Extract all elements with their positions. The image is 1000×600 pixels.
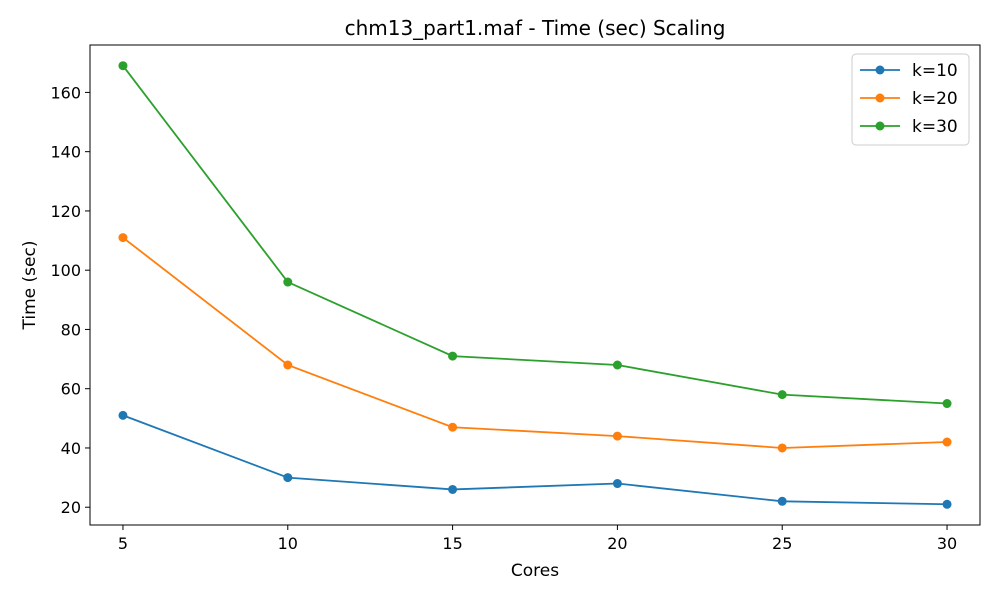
- y-tick-label: 100: [50, 261, 81, 280]
- y-tick-label: 60: [61, 380, 81, 399]
- series-lines: [118, 61, 952, 509]
- y-tick-label: 160: [50, 83, 81, 102]
- data-point: [777, 443, 787, 453]
- legend: k=10 k=20 k=30: [851, 53, 970, 146]
- chart-title: chm13_part1.maf - Time (sec) Scaling: [345, 16, 726, 40]
- legend-entry: k=20: [860, 89, 958, 109]
- legend-marker: [875, 121, 885, 131]
- data-point: [777, 390, 787, 400]
- data-point: [118, 61, 128, 71]
- plot-frame: [89, 44, 981, 526]
- y-axis: 20 40 60 80 100 120 140 160: [50, 83, 90, 517]
- legend-entry: k=10: [860, 61, 958, 81]
- x-tick-label: 5: [118, 534, 128, 553]
- y-tick-label: 80: [61, 320, 81, 339]
- series-line: [122, 65, 948, 405]
- series-2: [118, 233, 952, 453]
- data-point: [612, 360, 622, 370]
- data-point: [118, 410, 128, 420]
- x-tick-label: 20: [607, 534, 627, 553]
- series-1: [118, 410, 952, 509]
- data-point: [942, 399, 952, 409]
- data-point: [777, 496, 787, 506]
- x-tick-label: 15: [442, 534, 462, 553]
- data-point: [448, 351, 458, 361]
- legend-label: k=30: [912, 117, 958, 137]
- series-line: [122, 236, 948, 449]
- data-point: [118, 233, 128, 243]
- data-point: [942, 499, 952, 509]
- legend-marker: [875, 65, 885, 75]
- data-point: [283, 277, 293, 287]
- legend-label: k=20: [912, 89, 958, 109]
- data-point: [612, 431, 622, 441]
- y-tick-label: 140: [50, 143, 81, 162]
- data-point: [448, 422, 458, 432]
- series-3: [118, 61, 952, 409]
- plot-area: 5 10 15 20 25 30 20 40 60 80 100 120 140 160: [50, 44, 981, 553]
- data-point: [942, 437, 952, 447]
- x-tick-label: 25: [772, 534, 792, 553]
- y-axis-label: Time (sec): [20, 241, 40, 331]
- legend-entry: k=30: [860, 117, 958, 137]
- data-point: [283, 473, 293, 483]
- y-tick-label: 120: [50, 202, 81, 221]
- y-tick-label: 40: [61, 439, 81, 458]
- legend-label: k=10: [912, 61, 958, 81]
- x-tick-label: 30: [937, 534, 957, 553]
- data-point: [448, 484, 458, 494]
- data-point: [283, 360, 293, 370]
- data-point: [612, 479, 622, 489]
- x-axis-label: Cores: [511, 561, 559, 581]
- x-tick-label: 10: [278, 534, 298, 553]
- series-line: [122, 414, 948, 506]
- x-axis: 5 10 15 20 25 30: [118, 525, 957, 553]
- y-tick-label: 20: [61, 498, 81, 517]
- legend-marker: [875, 93, 885, 103]
